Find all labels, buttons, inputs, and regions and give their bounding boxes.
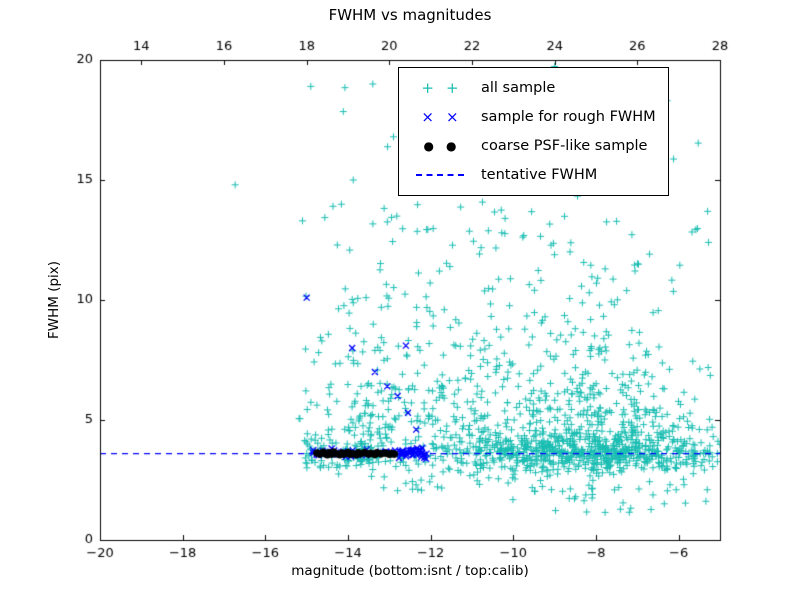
legend-item-all-sample: + + all sample: [411, 77, 656, 99]
dashed-line-icon: [416, 174, 464, 176]
legend-label: tentative FWHM: [481, 167, 598, 183]
x-marker-icon: × ×: [421, 107, 459, 126]
chart-title: FWHM vs magnitudes: [328, 6, 492, 24]
plus-marker-icon: + +: [421, 78, 459, 97]
legend-label: all sample: [481, 80, 556, 96]
legend-item-tentative-fwhm: tentative FWHM: [411, 164, 656, 186]
y-axis-label: FWHM (pix): [46, 260, 62, 340]
x-axis-label: magnitude (bottom:isnt / top:calib): [291, 563, 529, 579]
dot-marker-icon: ● ●: [423, 139, 457, 153]
legend-label: coarse PSF-like sample: [481, 138, 648, 154]
legend-item-psf-sample: ● ● coarse PSF-like sample: [411, 135, 656, 157]
legend-label: sample for rough FWHM: [481, 109, 656, 125]
legend-item-rough-fwhm: × × sample for rough FWHM: [411, 106, 656, 128]
legend: + + all sample × × sample for rough FWHM ●…: [398, 67, 669, 196]
